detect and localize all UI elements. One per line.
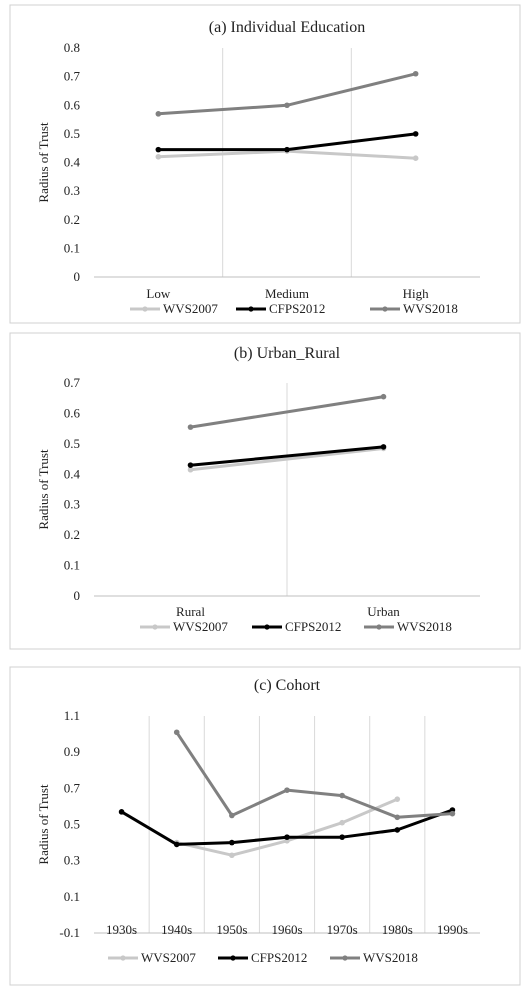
data-point-wvs2018 (412, 70, 419, 77)
data-point-wvs2018 (173, 729, 180, 736)
data-point-wvs2018 (394, 814, 401, 821)
legend-label: WVS2007 (141, 950, 196, 965)
legend-marker (248, 306, 254, 312)
data-point-wvs2007 (155, 153, 162, 160)
series-line-wvs2018 (175, 731, 453, 819)
y-tick-label: 0 (74, 269, 81, 284)
y-tick-label: 0.3 (64, 853, 80, 868)
data-point-wvs2018 (449, 810, 456, 817)
data-point-cfps2012 (380, 444, 387, 450)
panel-border (9, 666, 521, 986)
legend-label: WVS2018 (397, 619, 452, 634)
y-tick-label: 0.5 (64, 126, 80, 141)
x-tick-label: 1960s (271, 922, 302, 937)
legend-marker (342, 955, 348, 961)
x-tick-label: Rural (176, 604, 205, 619)
y-tick-label: 0.9 (64, 744, 80, 759)
y-tick-label: 0.6 (64, 405, 81, 420)
legend-marker (120, 955, 126, 961)
y-tick-label: 0.5 (64, 817, 80, 832)
data-point-wvs2018 (229, 812, 235, 819)
legend-marker (152, 624, 158, 630)
chart-title: (b) Urban_Rural (234, 345, 341, 362)
data-point-cfps2012 (118, 809, 125, 815)
series-line-wvs2018 (190, 395, 384, 429)
legend-marker (230, 955, 236, 961)
y-tick-label: 0.1 (64, 558, 80, 573)
data-point-wvs2018 (155, 111, 162, 117)
legend-marker (382, 306, 388, 312)
legend-label: WVS2007 (163, 301, 218, 316)
y-tick-label: 0 (74, 588, 81, 603)
data-point-cfps2012 (339, 834, 345, 840)
data-point-cfps2012 (173, 841, 180, 848)
legend-label: CFPS2012 (251, 950, 307, 965)
data-point-wvs2007 (412, 155, 419, 162)
chart-panel-2: (b) Urban_Rural Radius of Trust 0 0.1 0.2 0.3… (9, 332, 521, 650)
data-point-wvs2007 (187, 466, 194, 473)
data-point-cfps2012 (284, 834, 290, 840)
chart-panel-3: (c) Cohort Radius of Trust -0.1 0.1 0.3 0.5 0.… (9, 666, 521, 986)
data-point-cfps2012 (155, 146, 162, 153)
x-tick-label: 1950s (216, 922, 247, 937)
legend-label: CFPS2012 (269, 301, 325, 316)
y-tick-label: 0.6 (64, 97, 81, 112)
data-point-cfps2012 (187, 462, 194, 468)
panel-border (9, 4, 521, 324)
data-point-wvs2018 (187, 424, 194, 430)
data-point-wvs2007 (394, 796, 401, 802)
data-point-wvs2018 (380, 393, 387, 400)
data-point-cfps2012 (394, 827, 401, 833)
legend-label: WVS2007 (173, 619, 228, 634)
legend-marker (264, 624, 270, 630)
legend-marker (142, 306, 148, 312)
data-point-wvs2018 (284, 102, 290, 109)
y-axis-label: Radius of Trust (36, 784, 51, 865)
y-tick-label: 0.3 (64, 497, 80, 512)
y-tick-label: 0.7 (64, 69, 81, 84)
y-tick-label: 0.2 (64, 527, 80, 542)
data-point-wvs2007 (339, 819, 345, 826)
data-point-wvs2007 (229, 852, 235, 859)
x-tick-label: 1980s (382, 922, 413, 937)
y-tick-label: 0.8 (64, 40, 80, 55)
y-tick-label: 0.2 (64, 212, 80, 227)
chart-title: (a) Individual Education (209, 19, 365, 36)
data-point-cfps2012 (412, 131, 419, 137)
legend-marker (376, 624, 382, 630)
x-tick-label: 1990s (437, 922, 468, 937)
series-line-cfps2012 (190, 445, 384, 467)
x-tick-label: Medium (265, 286, 309, 301)
y-axis-label: Radius of Trust (36, 449, 51, 530)
legend-label: WVS2018 (403, 301, 458, 316)
y-tick-label: 0.7 (64, 375, 81, 390)
y-tick-label: 0.7 (64, 780, 81, 795)
legend-label: WVS2018 (363, 950, 418, 965)
data-point-cfps2012 (229, 839, 235, 846)
x-tick-label: Urban (367, 604, 400, 619)
x-tick-label: High (403, 286, 430, 301)
x-tick-label: 1940s (161, 922, 192, 937)
legend-label: CFPS2012 (285, 619, 341, 634)
y-tick-label: 0.1 (64, 889, 80, 904)
y-tick-label: -0.1 (59, 925, 80, 940)
series-line-wvs2007 (190, 446, 384, 472)
chart-panel-1: (a) Individual Education Radius of Trust 0… (9, 4, 521, 324)
x-tick-label: Low (146, 286, 170, 301)
y-tick-label: 0.1 (64, 240, 80, 255)
y-tick-label: 0.3 (64, 183, 80, 198)
y-tick-label: 0.4 (64, 466, 81, 481)
x-tick-label: 1970s (327, 922, 358, 937)
y-tick-label: 0.4 (64, 155, 81, 170)
data-point-cfps2012 (284, 146, 290, 153)
chart-title: (c) Cohort (254, 677, 321, 694)
y-axis-label: Radius of Trust (36, 122, 51, 203)
x-tick-label: 1930s (106, 922, 137, 937)
panel-border (9, 332, 521, 650)
data-point-wvs2018 (284, 787, 290, 793)
data-point-wvs2018 (339, 792, 345, 799)
y-tick-label: 1.1 (64, 708, 80, 723)
y-tick-label: 0.5 (64, 436, 80, 451)
